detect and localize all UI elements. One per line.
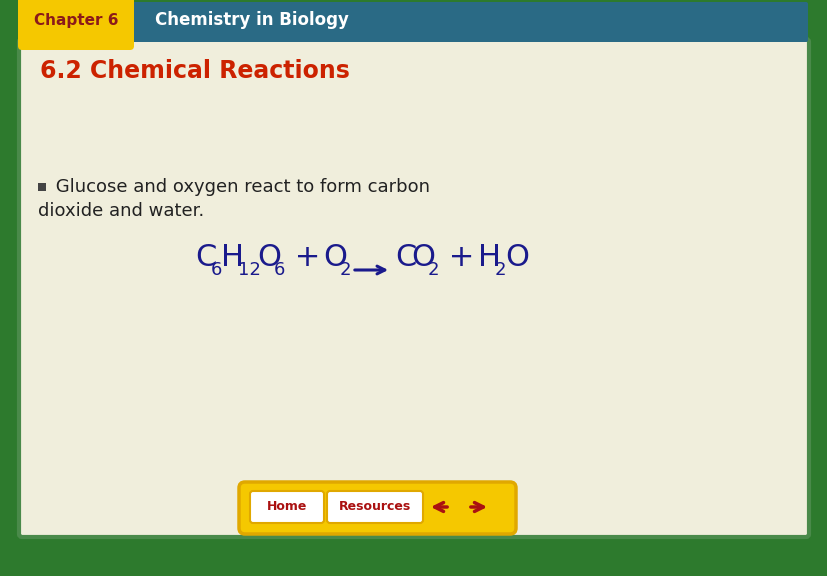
Text: Chemistry in Biology: Chemistry in Biology — [155, 11, 348, 29]
Text: O: O — [256, 243, 280, 272]
FancyBboxPatch shape — [239, 482, 515, 534]
FancyBboxPatch shape — [20, 2, 807, 42]
Text: dioxide and water.: dioxide and water. — [38, 202, 204, 220]
Bar — [38, 183, 46, 191]
Text: +: + — [284, 243, 330, 272]
Text: C: C — [394, 243, 416, 272]
FancyBboxPatch shape — [250, 491, 323, 523]
FancyBboxPatch shape — [327, 491, 423, 523]
Text: 2: 2 — [428, 261, 439, 279]
Text: 6: 6 — [211, 261, 222, 279]
Text: 2: 2 — [340, 261, 351, 279]
FancyBboxPatch shape — [19, 39, 808, 537]
FancyBboxPatch shape — [18, 0, 134, 50]
Text: O: O — [323, 243, 347, 272]
Text: H: H — [221, 243, 244, 272]
Text: O: O — [410, 243, 434, 272]
Text: C: C — [195, 243, 216, 272]
Text: 2: 2 — [495, 261, 506, 279]
Text: Glucose and oxygen react to form carbon: Glucose and oxygen react to form carbon — [50, 178, 429, 196]
Text: Resources: Resources — [338, 501, 411, 513]
Text: +: + — [438, 243, 484, 272]
Text: 6.2 Chemical Reactions: 6.2 Chemical Reactions — [40, 59, 350, 83]
Text: Chapter 6: Chapter 6 — [34, 13, 118, 28]
Text: Home: Home — [266, 501, 307, 513]
Text: H: H — [477, 243, 500, 272]
Text: 6: 6 — [274, 261, 285, 279]
Text: O: O — [504, 243, 528, 272]
Text: 12: 12 — [237, 261, 261, 279]
